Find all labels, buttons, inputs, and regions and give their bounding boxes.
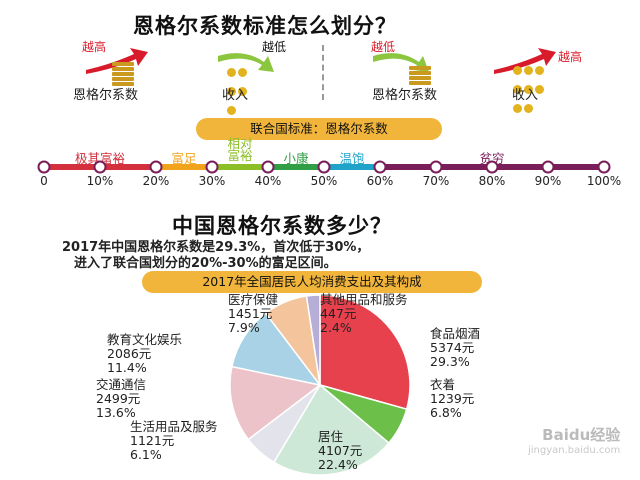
scale-category-label: 温饱: [339, 151, 365, 166]
slice-label-housing: 居住 4107元 22.4%: [318, 429, 363, 472]
coin-stack-icon: [112, 62, 134, 87]
baidu-watermark: Baidu经验 jingyan.baidu.com: [528, 424, 620, 456]
scale-tick-label: 30%: [198, 174, 226, 188]
scale-tick-dot: [541, 160, 555, 174]
pie-slice: [247, 384, 321, 464]
scale-tick-dot: [317, 160, 331, 174]
scale-tick-label: 50%: [310, 174, 338, 188]
section2-line2: 进入了联合国划分的20%-30%的富足区间。: [74, 256, 337, 271]
right-coef-label: 恩格尔系数: [372, 88, 438, 103]
green-down-arrow-icon: [373, 53, 429, 72]
scale-tick-dot: [93, 160, 107, 174]
scale-tick-label: 60%: [366, 174, 394, 188]
slice-label-medical: 医疗保健 1451元 7.9%: [228, 292, 279, 335]
coin-stack-icon: [409, 66, 431, 86]
right-coef-diagram: 越低: [365, 38, 475, 98]
scale-tick-dot: [597, 160, 611, 174]
coef-arrow-label: 越高: [82, 40, 107, 54]
slice-label-clothing: 衣着 1239元 6.8%: [430, 377, 475, 420]
pie-slice: [229, 365, 322, 441]
coef-arrow-label: 越低: [371, 40, 396, 54]
scale-category-label: 极其富裕: [74, 151, 125, 166]
scale-tick-dot: [261, 160, 275, 174]
scale-tick-dot: [485, 160, 499, 174]
coin-cluster-icon: [226, 62, 262, 119]
scale-tick-dot: [373, 160, 387, 174]
left-coef-label: 恩格尔系数: [73, 88, 139, 103]
green-down-arrow-icon: [218, 53, 274, 72]
section2-title: 中国恩格尔系数多少？: [172, 214, 392, 238]
un-scale-bar: 极其富裕 富足 相对 富裕 小康 温饱 贫穷 0 10% 20% 30% 40% 50% 60% 70% 80…: [37, 136, 621, 190]
scale-category-label: 小康: [283, 151, 309, 166]
scale-segment: [156, 164, 212, 170]
scale-segment: [268, 164, 324, 170]
pie-slice: [305, 294, 321, 386]
scale-tick-label: 0: [40, 174, 48, 188]
coin-cluster-icon: [512, 60, 552, 117]
watermark-brand: Baidu经验: [542, 426, 621, 444]
watermark-site: jingyan.baidu.com: [528, 445, 621, 456]
income-arrow-label: 越高: [558, 50, 583, 64]
scale-tick-label: 10%: [86, 174, 114, 188]
slice-label-transport: 交通通信 2499元 13.6%: [96, 377, 147, 420]
diagram-divider: [322, 45, 324, 100]
scale-segment: [212, 164, 268, 170]
scale-tick-label: 80%: [478, 174, 506, 188]
red-up-arrow-icon: [86, 48, 148, 74]
income-arrow-label: 越低: [262, 40, 287, 54]
slice-label-household: 生活用品及服务 1121元 6.1%: [130, 419, 218, 462]
pie-chart-title: 2017年全国居民人均消费支出及其构成: [142, 271, 482, 293]
scale-tick-label: 100%: [586, 174, 622, 188]
scale-tick-label: 70%: [422, 174, 450, 188]
scale-tick-dot: [205, 160, 219, 174]
scale-tick-label: 90%: [534, 174, 562, 188]
scale-segment: [324, 164, 380, 170]
section2-line1: 2017年中国恩格尔系数是29.3%，首次低于30%，: [62, 240, 370, 255]
scale-tick-dot: [429, 160, 443, 174]
scale-category-label: 富足: [171, 151, 197, 166]
slice-label-other: 其他用品和服务 447元 2.4%: [320, 292, 408, 335]
slice-label-education: 教育文化娱乐 2086元 11.4%: [107, 332, 183, 375]
right-income-label: 收入: [512, 88, 539, 103]
right-income-diagram: 越高: [490, 38, 610, 113]
un-standard-banner: 联合国标准：恩格尔系数: [196, 118, 442, 140]
scale-tick-dot: [37, 160, 51, 174]
slice-label-food: 食品烟酒 5374元 29.3%: [430, 326, 481, 369]
scale-tick-dot: [149, 160, 163, 174]
scale-tick-label: 20%: [142, 174, 170, 188]
scale-tick-label: 40%: [254, 174, 282, 188]
left-income-diagram: 越低: [210, 38, 290, 115]
left-income-label: 收入: [222, 88, 249, 103]
left-coef-diagram: 越高: [70, 38, 200, 98]
page-title: 恩格尔系数标准怎么划分？: [133, 14, 397, 38]
scale-category-label: 相对 富裕: [227, 136, 253, 163]
red-up-arrow-icon: [494, 48, 556, 74]
